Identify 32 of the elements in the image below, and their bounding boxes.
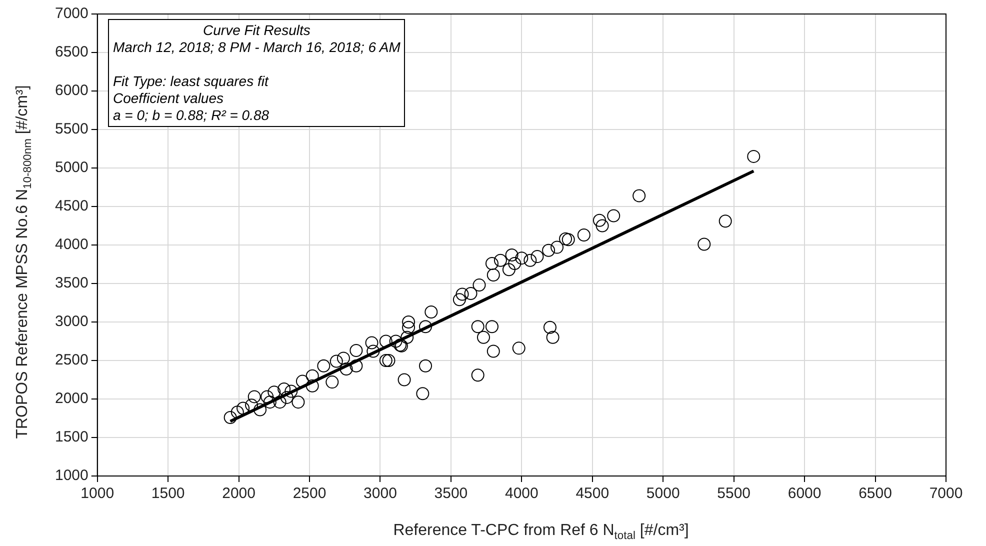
x-tick-label: 1000 [80, 485, 114, 502]
y-tick-label: 7000 [54, 5, 88, 22]
annotation: Fit Type: least squares fit [113, 73, 270, 90]
y-tick-label: 6500 [54, 44, 88, 61]
x-tick-label: 2500 [292, 485, 326, 502]
y-tick-label: 1500 [54, 428, 88, 446]
y-tick-label: 3500 [54, 274, 88, 292]
x-tick-label: 3500 [434, 485, 468, 502]
y-tick-label: 4000 [54, 236, 88, 254]
x-tick-label: 2000 [222, 485, 256, 502]
annotation: March 12, 2018; 8 PM - March 16, 2018; 6 AM [113, 39, 400, 56]
x-tick-label: 5000 [646, 485, 680, 502]
x-tick-label: 6000 [788, 485, 822, 502]
x-tick-label: 7000 [929, 485, 963, 502]
y-tick-label: 5500 [54, 120, 88, 138]
annotation: Curve Fit Results [202, 22, 312, 39]
x-tick-label: 6500 [858, 485, 892, 502]
annotation: Coefficient values [113, 90, 225, 107]
x-tick-label: 3000 [364, 485, 397, 502]
x-tick-label: 4000 [504, 485, 538, 502]
x-tick-label: 4500 [576, 485, 610, 502]
y-tick-label: 4500 [54, 198, 88, 215]
y-tick-label: 3000 [54, 313, 88, 330]
y-tick-label: 2500 [54, 352, 88, 369]
y-tick-label: 5000 [54, 159, 88, 176]
y-tick-label: 1000 [54, 467, 88, 484]
x-axis-title: Reference T-CPC from Ref 6 N$_{total}$ [#/cm³] [393, 522, 689, 542]
x-tick-label: 5500 [717, 485, 751, 502]
annotation: a = 0; b = 0.88; R² = 0.88 [113, 107, 270, 124]
y-tick-label: 6000 [54, 82, 88, 100]
x-tick-label: 1500 [151, 485, 185, 502]
y-tick-label: 2000 [54, 390, 88, 408]
